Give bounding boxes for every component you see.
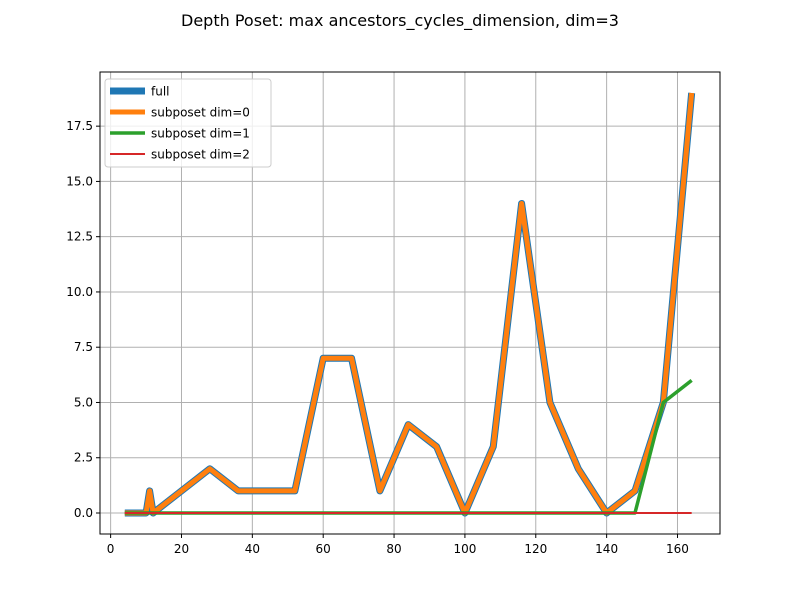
legend-label-2: subposet dim=0 <box>151 106 250 120</box>
x-tick-label: 160 <box>666 542 689 556</box>
x-tick-label: 140 <box>595 542 618 556</box>
y-axis: 0.0 2.5 5.0 7.5 10.0 12.5 15.0 17.5 <box>66 119 100 520</box>
chart-title: Depth Poset: max ancestors_cycles_dimens… <box>181 11 619 31</box>
series-line-2 <box>124 92 695 516</box>
legend-label-4: subposet dim=2 <box>151 148 250 162</box>
legend-label-1: full <box>151 85 170 99</box>
plot-frame <box>99 71 721 535</box>
y-tick-label: 17.5 <box>66 119 93 133</box>
y-tick-label: 0.0 <box>74 506 93 520</box>
y-tick-label: 10.0 <box>66 285 93 299</box>
x-tick-label: 20 <box>174 542 189 556</box>
x-tick-label: 120 <box>524 542 547 556</box>
x-tick-label: 100 <box>453 542 476 556</box>
series-layer <box>124 92 696 517</box>
x-tick-label: 60 <box>316 542 331 556</box>
legend-label-3: subposet dim=1 <box>151 127 250 141</box>
legend: full subposet dim=0 subposet dim=1 subposet… <box>104 78 272 168</box>
x-tick-label: 80 <box>386 542 401 556</box>
y-tick-label: 12.5 <box>66 230 93 244</box>
y-tick-label: 7.5 <box>74 340 93 354</box>
x-axis: 0 20 40 60 80 100 120 140 160 <box>107 534 689 556</box>
y-tick-label: 2.5 <box>74 451 93 465</box>
x-tick-label: 40 <box>245 542 260 556</box>
grid <box>100 72 720 534</box>
y-tick-label: 5.0 <box>74 395 93 409</box>
legend-box <box>104 78 272 168</box>
x-tick-label: 0 <box>107 542 115 556</box>
y-tick-label: 15.0 <box>66 174 93 188</box>
